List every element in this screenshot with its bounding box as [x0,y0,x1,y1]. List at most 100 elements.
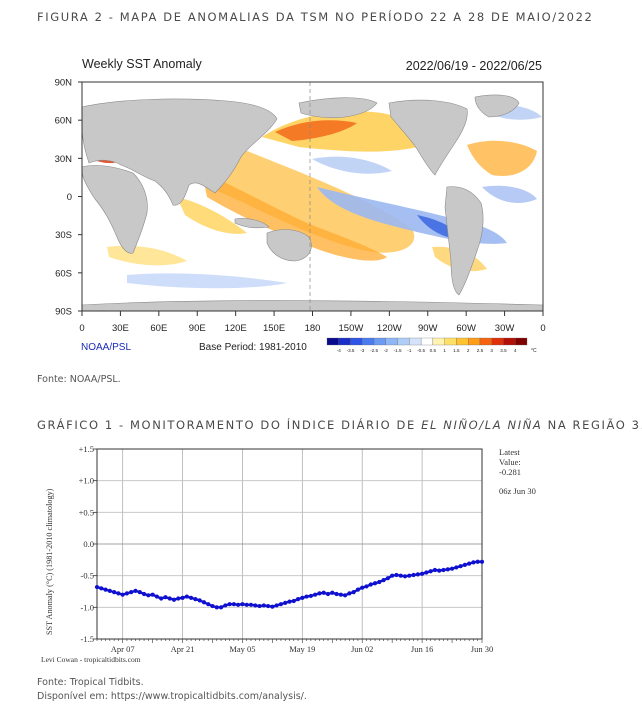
colorbar-label: 2 [467,348,470,353]
grafico-1-caption-prefix: GRÁFICO 1 - MONITORAMENTO DO ÍNDICE DIÁR… [37,418,422,432]
data-point [223,603,228,608]
data-point [441,567,446,573]
data-point [133,588,138,593]
chart-y-axis-label: SST Anomaly (°C) (1981-2010 climatology) [45,488,54,635]
colorbar-label: -1 [407,348,412,353]
data-point [432,567,438,573]
colorbar-swatch [350,337,363,346]
data-point [112,590,117,595]
data-point [428,569,433,574]
data-point [390,573,395,578]
colorbar-swatch [491,337,504,346]
colorbar-swatch [468,337,481,346]
data-point [449,566,455,571]
data-point [244,602,249,607]
x-tick-label: Jun 16 [411,644,433,654]
colorbar-label: 1.5 [453,348,460,353]
lon-label: 30E [112,323,129,334]
colorbar-label: 0.5 [430,348,437,353]
data-point [445,567,450,572]
data-point [321,590,326,595]
data-point [343,593,348,598]
data-point [197,598,202,603]
colorbar-label: 2.5 [477,348,484,353]
map-plot-area [82,82,543,311]
colorbar-label: 3 [490,348,493,353]
colorbar-swatch [444,337,457,346]
data-point [415,572,420,577]
data-point [261,603,266,608]
map-date-range: 2022/06/19 - 2022/06/25 [406,59,542,73]
colorbar-swatch [515,337,528,346]
data-point [334,591,339,597]
lat-label: 60N [55,116,73,127]
x-tick-label: May 05 [229,644,255,654]
lon-label: 150W [339,323,364,334]
data-point [295,597,301,602]
data-point [304,594,309,599]
data-point [364,584,369,589]
y-tick-label: +1.0 [79,476,94,486]
longitude-labels: 0 30E 60E 90E 120E 150E 180 150W 120W 90W 60W 30W 0 [79,311,546,334]
data-point [479,559,485,564]
data-point [475,559,480,564]
data-point [94,584,100,590]
data-point [206,602,211,607]
latest-label: Latest [499,447,520,457]
nino34-chart: SST Anomaly (°C) (1981-2010 climatology)… [37,440,547,672]
y-tick-label: -1.5 [81,634,94,644]
lon-label: 0 [79,323,84,334]
data-point [129,590,134,595]
data-point [120,592,125,597]
data-point [116,591,121,596]
data-point [407,573,412,578]
colorbar-swatch [385,337,398,346]
lon-label: 180 [305,323,321,334]
colorbar-swatch [479,337,492,346]
data-point [218,605,224,610]
colorbar-label: -3.5 [347,348,355,353]
sst-anomaly-map: Weekly SST Anomaly 2022/06/19 - 2022/06/… [37,47,567,365]
data-point [171,597,177,602]
lon-label: 120W [377,323,402,334]
data-point [287,599,292,604]
x-tick-label: Apr 21 [171,644,195,654]
y-tick-label: 0.0 [83,539,94,549]
data-point [458,564,463,569]
data-point [240,602,245,607]
data-point [385,576,390,581]
figure-2-source: Fonte: NOAA/PSL. [37,374,121,385]
data-point [214,605,219,610]
colorbar-swatch [326,337,339,346]
data-point [471,560,476,565]
colorbar-label: -3 [360,348,365,353]
data-point [424,570,429,575]
data-point [270,604,275,609]
lon-label: 0 [540,323,545,334]
data-point [193,597,198,602]
data-point [141,591,147,597]
x-tick-label: Jun 30 [471,644,493,654]
data-point [124,591,130,596]
latitude-labels: 90N 60N 30N 0 30S 60S 90S [55,78,82,318]
colorbar-swatch [338,337,351,346]
data-point [201,600,207,605]
data-point [454,565,459,570]
lat-label: 0 [67,192,72,203]
data-point [381,578,386,583]
data-point [372,581,378,586]
map-title: Weekly SST Anomaly [82,57,202,71]
data-point [189,595,194,600]
data-point [278,602,284,607]
data-point [167,596,172,601]
chart-x-ticks: Apr 07 Apr 21 May 05 May 19 Jun 02 Jun 16 Jun … [111,644,493,654]
grafico-1-source-line2: Disponível em: https://www.tropicaltidbi… [37,691,307,702]
colorbar-unit: °C [531,348,537,354]
chart-series [94,559,485,610]
data-point [467,561,472,566]
colorbar-swatch [432,337,445,346]
data-point [300,595,305,600]
latest-timestamp: 06z Jun 30 [499,486,536,496]
lon-label: 120E [225,323,247,334]
data-point [146,593,151,598]
